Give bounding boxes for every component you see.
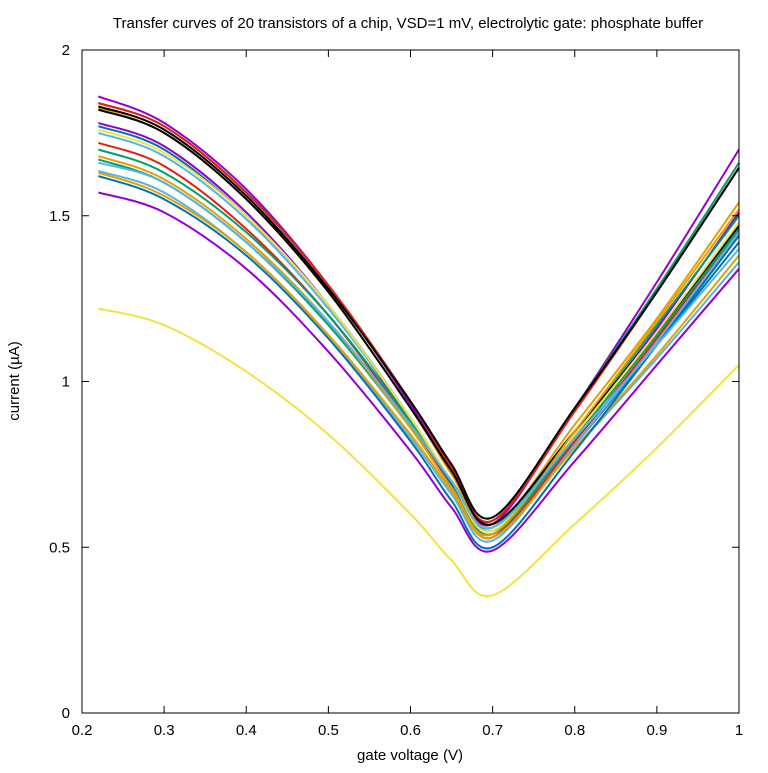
- series-layer: [98, 95, 740, 598]
- y-tick-label: 1.5: [49, 208, 70, 225]
- series-line-5: [98, 105, 740, 520]
- y-tick-label: 1: [62, 374, 70, 391]
- x-tick-label: 1: [735, 722, 743, 739]
- y-tick-label: 0: [62, 705, 70, 722]
- x-tick-label: 0.3: [154, 722, 175, 739]
- x-tick-label: 0.9: [646, 722, 667, 739]
- series-line-13: [98, 171, 740, 540]
- series-line-16: [98, 307, 740, 598]
- x-axis-label: gate voltage (V): [357, 747, 463, 764]
- axis-ticks: 0.2 0.3 0.4 0.5 0.6 0.7 0.8 0.9 1 0 0.5 1 1.5 2: [49, 42, 743, 739]
- x-tick-label: 0.4: [236, 722, 257, 739]
- plot-frame: [81, 49, 740, 714]
- y-tick-label: 0.5: [49, 539, 70, 556]
- x-tick-label: 0.7: [482, 722, 503, 739]
- x-tick-label: 0.2: [72, 722, 93, 739]
- series-line-20: [98, 161, 740, 530]
- series-line-14: [98, 175, 740, 550]
- x-tick-label: 0.5: [318, 722, 339, 739]
- series-line-19: [98, 155, 740, 537]
- x-tick-label: 0.8: [564, 722, 585, 739]
- y-tick-label: 2: [62, 42, 70, 59]
- chart-title: Transfer curves of 20 transistors of a c…: [113, 15, 703, 32]
- x-tick-label: 0.6: [400, 722, 421, 739]
- series-line-7: [98, 125, 740, 536]
- y-axis-label: current (µA): [6, 341, 23, 421]
- series-line-18: [98, 128, 740, 533]
- series-line-15: [98, 191, 740, 553]
